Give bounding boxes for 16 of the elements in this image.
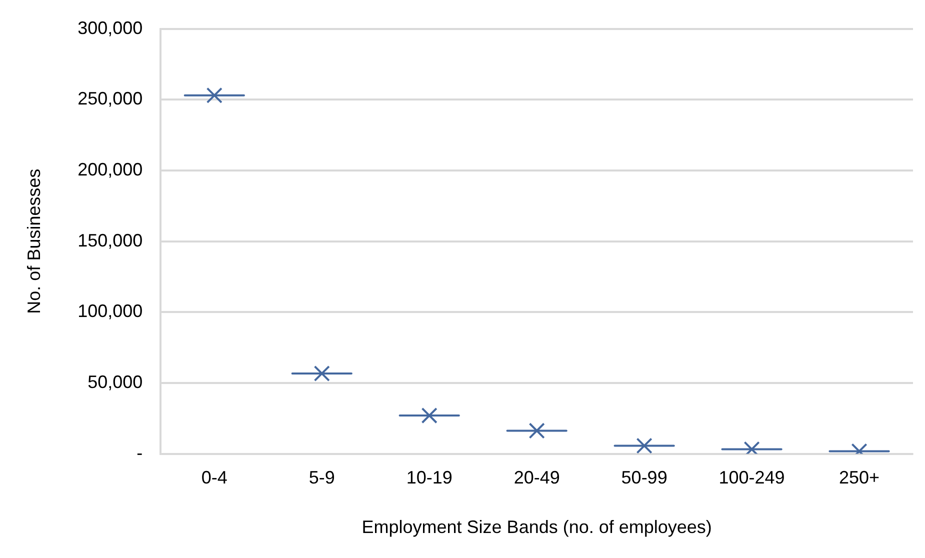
y-tick-label: 300,000 [78, 18, 143, 38]
y-tick-label: 200,000 [78, 159, 143, 180]
x-tick-label: 250+ [838, 468, 880, 488]
x-tick-label: 5-9 [308, 468, 335, 488]
x-tick-label: 20-49 [514, 468, 560, 488]
x-tick-label: 100-249 [718, 468, 785, 488]
x-tick-label: 50-99 [621, 468, 668, 488]
x-axis-title: Employment Size Bands (no. of employees) [362, 517, 712, 538]
y-axis-title: No. of Businesses [24, 168, 44, 314]
x-tick-label: 10-19 [406, 468, 452, 488]
x-tick-label: 0-4 [201, 468, 228, 488]
y-tick-label: 50,000 [88, 372, 143, 392]
y-tick-label: 150,000 [78, 230, 143, 250]
y-tick-label: - [136, 442, 143, 463]
y-tick-label: 100,000 [78, 301, 143, 322]
y-tick-label: 250,000 [78, 88, 143, 109]
